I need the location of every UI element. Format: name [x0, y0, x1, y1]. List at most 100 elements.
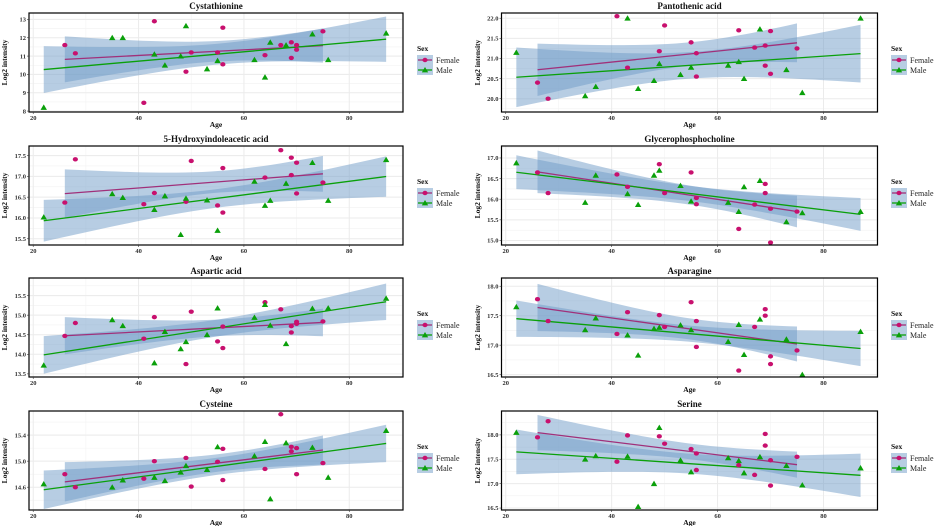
data-point-male — [40, 480, 47, 487]
data-point-male — [182, 22, 190, 29]
data-point-male — [724, 62, 732, 68]
data-point-female — [151, 19, 157, 24]
plot-border — [500, 410, 879, 511]
data-point-female — [762, 63, 768, 68]
x-tick-label: 20 — [502, 115, 509, 122]
data-point-female — [545, 318, 551, 324]
data-point-male — [624, 190, 631, 197]
data-point-female — [534, 297, 541, 302]
data-point-male — [624, 15, 631, 21]
data-point-female — [188, 484, 194, 489]
data-point-male — [109, 190, 116, 197]
data-point-male — [214, 443, 221, 450]
data-point-male — [325, 56, 332, 63]
plot-border — [500, 145, 879, 246]
data-point-male — [177, 231, 184, 238]
data-point-female — [545, 419, 551, 424]
data-point-female — [214, 50, 221, 55]
data-point-male — [799, 209, 806, 216]
data-point-female — [151, 314, 157, 320]
data-point-male — [687, 326, 695, 333]
data-point-male — [756, 453, 764, 460]
x-tick-label: 20 — [502, 248, 509, 255]
x-tick-label: 40 — [135, 513, 142, 520]
data-point-male — [581, 92, 589, 99]
data-point-male — [177, 345, 184, 352]
x-tick-label: 60 — [714, 380, 721, 387]
data-point-male — [592, 452, 599, 459]
x-tick-label: 20 — [30, 380, 37, 387]
data-point-female — [288, 40, 294, 45]
data-point-male — [592, 315, 599, 321]
data-point-female — [220, 165, 226, 171]
data-point-male — [267, 197, 274, 203]
data-point-female — [624, 184, 631, 190]
data-point-female — [794, 454, 800, 460]
data-point-male — [261, 74, 269, 80]
data-point-female — [534, 170, 541, 175]
legend-item-label: Male — [436, 199, 453, 208]
data-point-female — [534, 435, 541, 440]
trend-line-male — [516, 318, 861, 350]
data-point-male — [756, 177, 764, 184]
data-point-female — [762, 313, 768, 318]
legend-key-triangle-icon — [895, 200, 903, 206]
legend-item-label: Female — [436, 189, 460, 198]
data-point-female — [288, 449, 294, 454]
legend-item-label: Female — [910, 454, 934, 463]
data-point-male — [650, 325, 658, 332]
plot-border — [500, 12, 879, 113]
data-point-female — [293, 191, 300, 196]
data-point-female — [183, 455, 189, 461]
data-point-male — [513, 49, 520, 55]
data-point-female — [693, 201, 699, 207]
data-point-male — [251, 314, 258, 320]
plot-border — [28, 145, 404, 246]
data-point-female — [220, 345, 226, 351]
data-point-female — [278, 307, 284, 312]
data-point-female — [293, 42, 300, 48]
data-point-male — [581, 199, 589, 205]
data-point-male — [634, 352, 642, 358]
legend-item-label: Male — [436, 464, 453, 473]
panel-title: Aspartic acid — [190, 266, 241, 276]
data-point-female — [614, 14, 620, 19]
y-tick-label: 15.0 — [15, 458, 26, 465]
y-tick-label: 11 — [20, 53, 26, 60]
y-tick-label: 21.5 — [487, 36, 499, 43]
panel-title: Glycerophosphocholine — [644, 134, 734, 144]
data-point-female — [188, 158, 194, 164]
plot-border — [28, 410, 404, 511]
trend-line-male — [43, 442, 387, 491]
y-tick-label: 18.0 — [487, 283, 498, 290]
legend-key-triangle-icon — [421, 67, 429, 73]
panel-pantothenic-acid: 20 40 60 80 20.0 20.5 21.0 21.5 22.0 Pantothenic … — [473, 1, 934, 129]
y-tick-label: 17.0 — [487, 155, 498, 162]
x-axis-label: Age — [210, 385, 223, 394]
data-point-male — [109, 316, 116, 323]
data-point-female — [762, 190, 768, 196]
y-axis-label: Log2 intensity — [0, 39, 9, 85]
x-tick-label: 20 — [502, 513, 509, 520]
data-point-male — [783, 462, 790, 469]
data-point-male — [735, 457, 742, 464]
data-point-male — [735, 208, 742, 214]
data-point-female — [762, 431, 768, 437]
data-point-male — [251, 56, 258, 63]
legend-key-circle-icon — [896, 322, 902, 328]
legend-item-label: Female — [436, 454, 460, 463]
data-point-male — [309, 305, 316, 311]
data-point-male — [261, 438, 269, 445]
data-point-female — [762, 443, 768, 448]
data-point-male — [650, 480, 658, 487]
y-tick-label: 15.5 — [15, 236, 27, 243]
y-tick-label: 16.5 — [487, 176, 499, 183]
data-point-female — [794, 348, 800, 353]
data-point-male — [382, 156, 390, 163]
data-point-female — [656, 312, 662, 318]
data-point-male — [182, 195, 190, 201]
data-point-male — [783, 66, 790, 73]
legend-key-circle-icon — [422, 57, 428, 63]
